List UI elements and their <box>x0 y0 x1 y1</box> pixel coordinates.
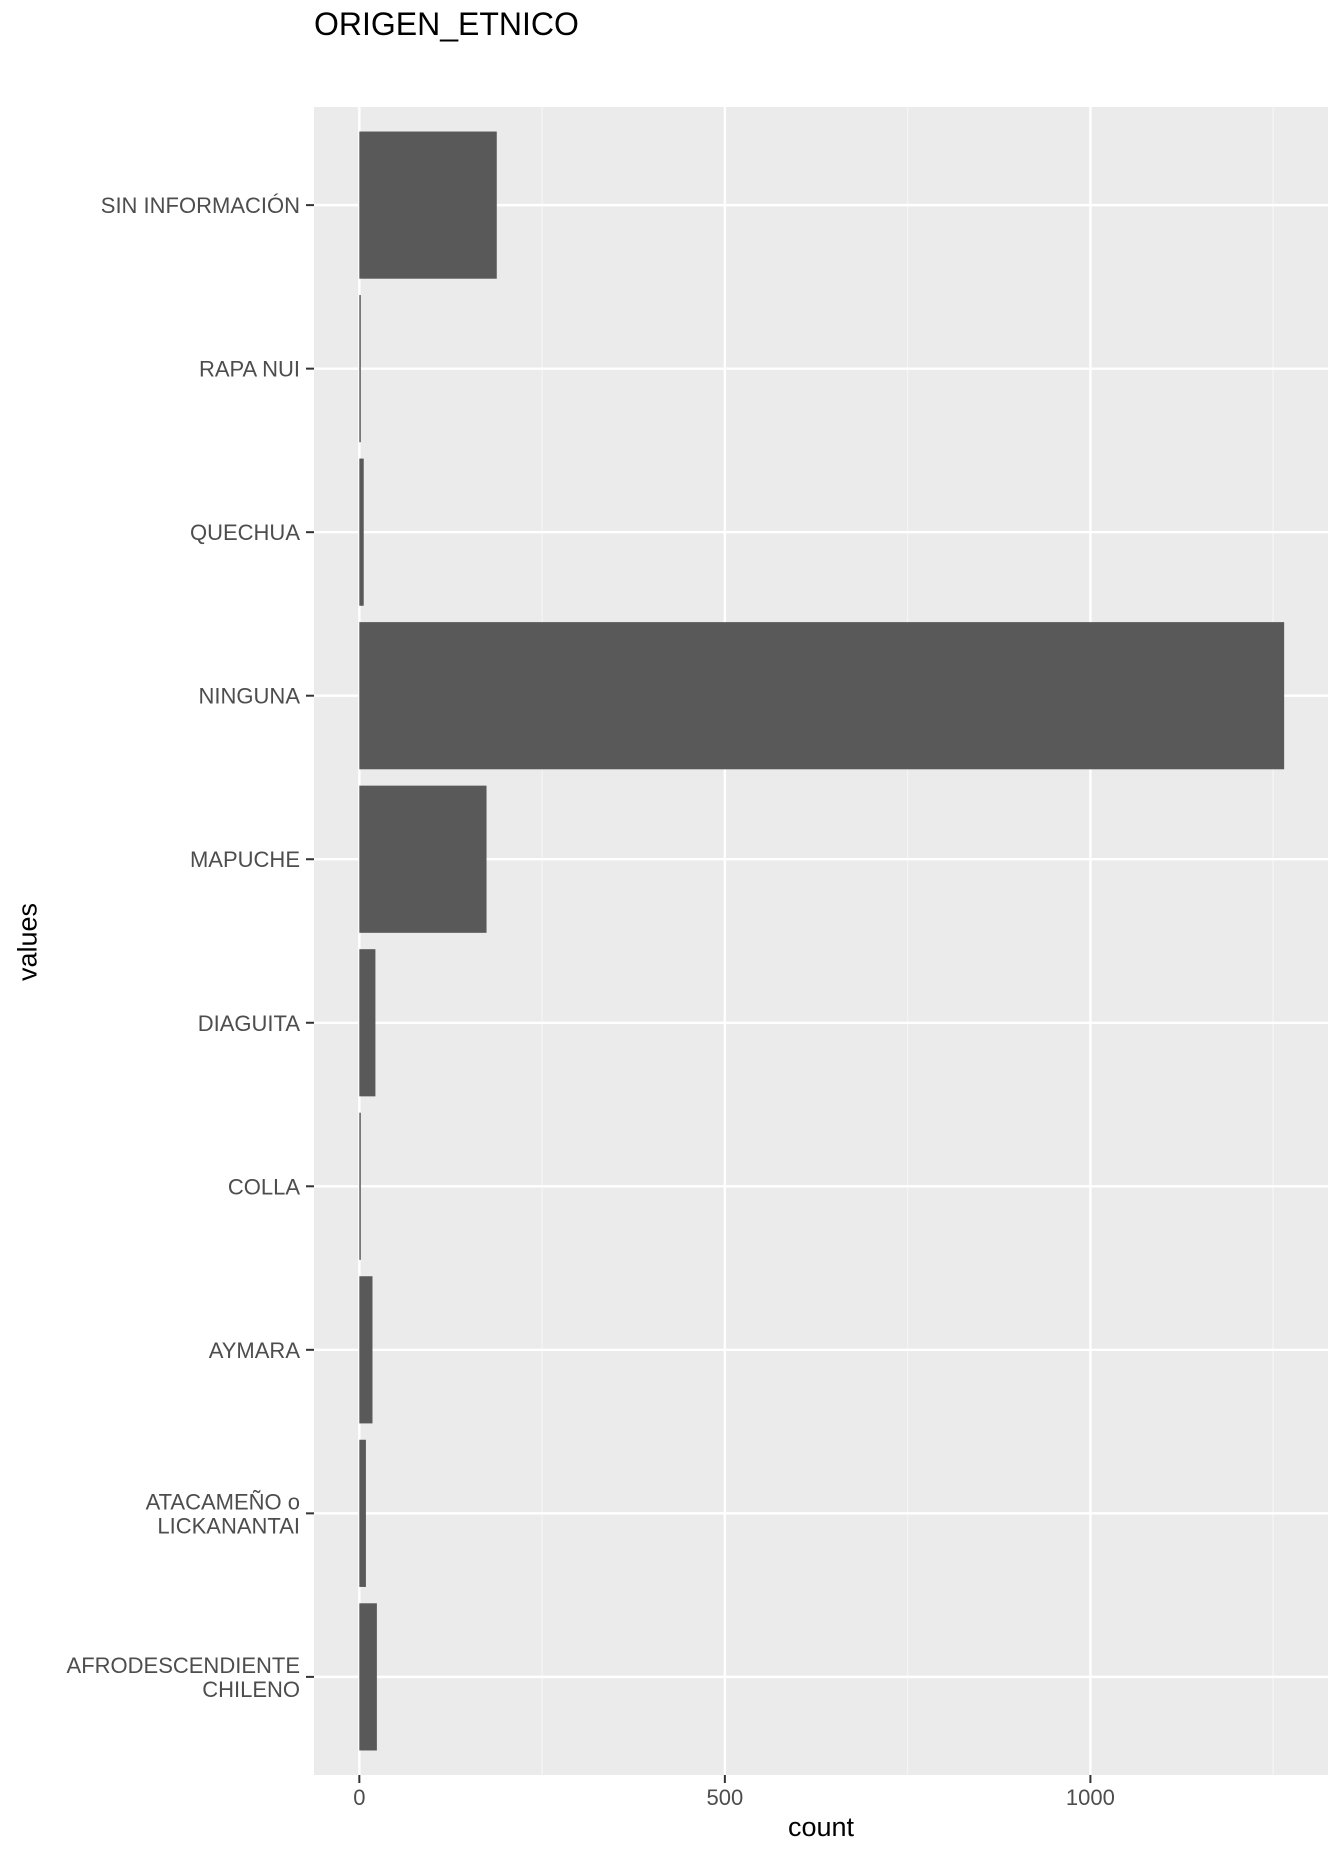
bar <box>359 1603 377 1751</box>
bars <box>359 131 1285 1751</box>
y-tick-label: NINGUNA <box>199 684 301 709</box>
bar <box>359 622 1285 770</box>
bar <box>359 785 487 933</box>
y-tick-label: QUECHUA <box>190 520 300 545</box>
y-tick-label: COLLA <box>228 1174 300 1199</box>
bar <box>359 131 497 279</box>
bar <box>359 295 361 443</box>
y-tick-label: AYMARA <box>209 1338 301 1363</box>
y-tick-label: CHILENO <box>202 1677 300 1702</box>
y-tick-label: MAPUCHE <box>190 847 300 872</box>
bar <box>359 949 376 1097</box>
x-tick-label: 500 <box>707 1785 744 1810</box>
chart-title: ORIGEN_ETNICO <box>314 6 579 42</box>
bar <box>359 1112 361 1260</box>
y-tick-label: ATACAMEÑO o <box>146 1489 300 1514</box>
y-tick-label: LICKANANTAI <box>157 1513 300 1538</box>
bar <box>359 1276 373 1424</box>
y-axis-label: values <box>12 902 43 982</box>
y-tick-label: SIN INFORMACIÓN <box>101 193 300 218</box>
y-tick-label: AFRODESCENDIENTE <box>67 1653 300 1678</box>
y-tick-label: DIAGUITA <box>198 1011 301 1036</box>
x-axis: 0 500 1000 <box>353 1775 1115 1810</box>
y-axis: SIN INFORMACIÓN RAPA NUI QUECHUA NINGUNA MAP… <box>67 193 314 1702</box>
minor-gridlines <box>541 107 1274 1775</box>
x-tick-label: 0 <box>353 1785 365 1810</box>
x-tick-label: 1000 <box>1066 1785 1115 1810</box>
x-axis-label: count <box>787 1812 855 1842</box>
plot-panel <box>314 107 1328 1775</box>
bar <box>359 458 364 606</box>
y-tick-label: RAPA NUI <box>199 357 300 382</box>
bar <box>359 1439 366 1587</box>
